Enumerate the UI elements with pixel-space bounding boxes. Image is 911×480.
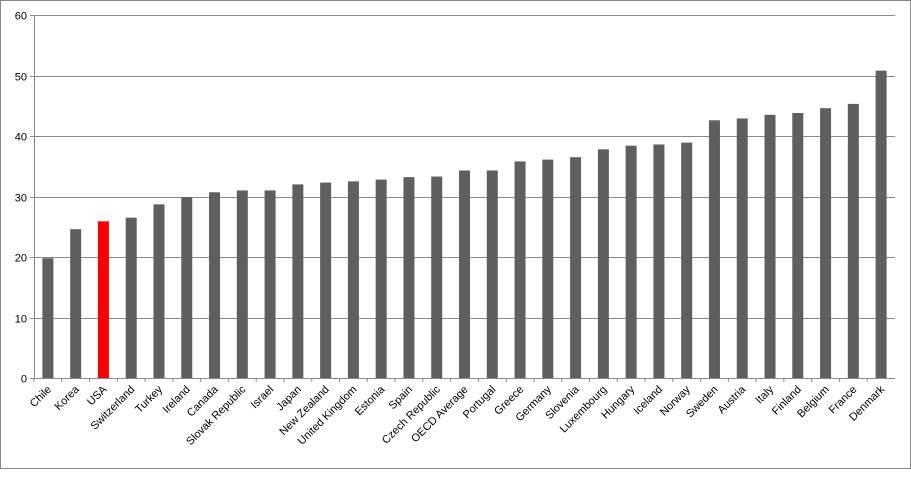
bar-france [847, 103, 859, 378]
bar-italy [764, 114, 776, 378]
bar-slovak-republic [236, 190, 248, 378]
y-tick-label: 50 [15, 72, 27, 84]
bar-japan [292, 184, 304, 378]
x-tick-label: Israel [249, 384, 277, 412]
x-tick-label: Chile [28, 384, 54, 410]
y-tick-label: 10 [15, 314, 27, 326]
bar-austria [736, 118, 748, 378]
bar-norway [681, 142, 693, 378]
bar-usa [97, 221, 109, 378]
bar-new-zealand [320, 182, 332, 378]
bar-denmark [875, 70, 887, 378]
bar-finland [792, 113, 804, 378]
x-tick-label: Austria [716, 383, 749, 416]
bar-chile [42, 258, 54, 378]
chart-frame [0, 0, 911, 469]
bar-korea [70, 229, 82, 378]
bar-israel [264, 190, 276, 378]
x-tick-label: Turkey [133, 383, 165, 415]
bars [42, 70, 887, 379]
bar-germany [542, 159, 554, 378]
bar-turkey [153, 204, 165, 378]
bar-spain [403, 177, 415, 378]
bar-portugal [486, 170, 498, 378]
bar-united-kingdom [347, 181, 359, 378]
y-tick-label: 60 [15, 11, 27, 23]
bar-sweden [708, 120, 720, 379]
bar-slovenia [570, 157, 582, 378]
y-tick-label: 40 [15, 132, 27, 144]
bar-oecd-average [459, 170, 470, 378]
x-tick-label: USA [85, 383, 110, 408]
x-tick-label: Estonia [353, 383, 388, 418]
bar-iceland [653, 144, 665, 378]
axes [30, 15, 895, 382]
bar-greece [514, 161, 526, 378]
bar-belgium [820, 108, 832, 379]
y-tick-labels: 0 10 20 30 40 50 60 [15, 11, 27, 386]
bar-hungary [625, 145, 637, 378]
bar-estonia [375, 179, 387, 378]
y-tick-label: 20 [15, 253, 27, 265]
x-tick-label: Korea [53, 383, 83, 413]
bar-switzerland [125, 217, 137, 378]
bar-luxembourg [597, 149, 609, 378]
gridlines [34, 15, 895, 319]
x-tick-label: Italy [753, 383, 776, 406]
y-tick-label: 30 [15, 193, 27, 205]
bar-canada [209, 192, 221, 378]
bar-czech-republic [431, 176, 443, 378]
y-tick-label: 0 [21, 374, 27, 386]
bar-ireland [181, 197, 193, 378]
